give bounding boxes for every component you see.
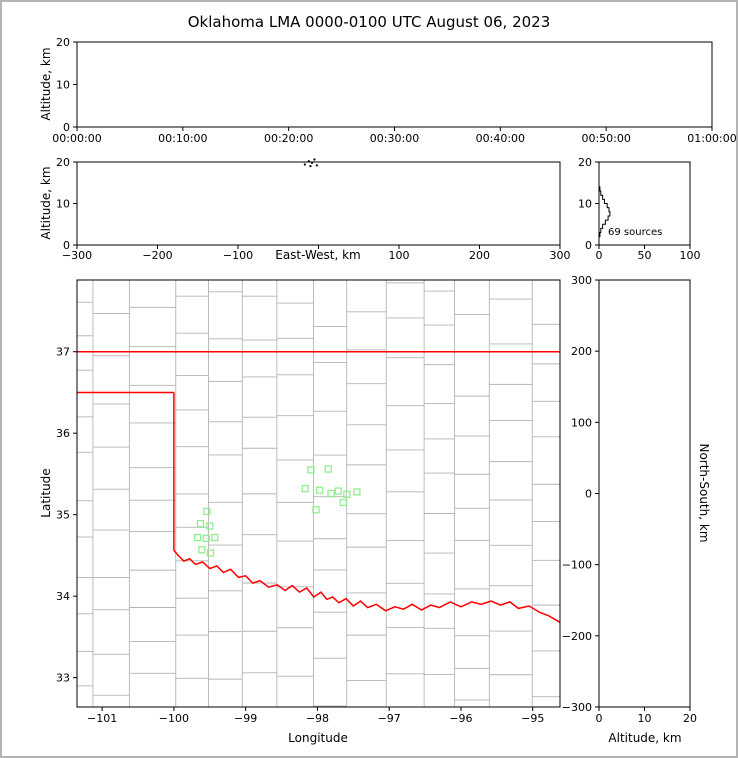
latitude-tick-label: 37	[56, 346, 70, 359]
altitude-tick-label: 0	[585, 239, 592, 252]
altitude-tick-label: 20	[683, 712, 697, 725]
ew-panel-ylabel: Altitude, km	[39, 166, 53, 240]
latitude-tick-label: 35	[56, 509, 70, 522]
count-tick-label: 0	[596, 249, 603, 262]
time-tick-label: 01:00:00	[687, 132, 736, 145]
altitude-tick-label: 10	[638, 712, 652, 725]
map-source-marker	[324, 465, 332, 473]
longitude-tick-label: −100	[159, 712, 189, 725]
map-source-marker	[206, 549, 215, 557]
ew-tick-label: 300	[550, 249, 571, 262]
map-source-marker	[343, 490, 351, 498]
map-source-marker	[353, 488, 361, 496]
time-tick-label: 00:20:00	[264, 132, 313, 145]
longitude-tick-label: −95	[521, 712, 544, 725]
altitude-tick-label: 10	[578, 198, 592, 211]
map-source-marker	[211, 533, 219, 542]
ns-tick-label: −100	[562, 559, 592, 572]
map-source-marker	[339, 498, 347, 507]
ns-panel-ylabel: North-South, km	[697, 443, 711, 543]
ns-tick-label: 100	[571, 416, 592, 429]
map-source-marker	[206, 522, 214, 530]
source-dot	[303, 163, 306, 166]
map-panel-frame	[76, 279, 561, 708]
altitude-tick-label: 0	[596, 712, 603, 725]
ew-tick-label: 200	[469, 249, 490, 262]
map-source-marker	[307, 466, 315, 474]
altitude-tick-label: 20	[56, 156, 70, 169]
altitude-tick-label: 10	[56, 79, 70, 92]
ns-panel-xlabel: Altitude, km	[608, 731, 682, 745]
altitude-tick-label: 0	[63, 121, 70, 134]
source-count-label: 69 sources	[608, 227, 663, 238]
ns-tick-label: −200	[562, 630, 592, 643]
longitude-tick-label: −99	[234, 712, 257, 725]
ew-panel-frame	[76, 161, 561, 246]
map-source-marker	[334, 487, 342, 495]
latitude-tick-label: 36	[56, 427, 70, 440]
count-tick-label: 100	[680, 249, 701, 262]
state-border-red-river	[173, 550, 561, 623]
map-source-marker	[198, 546, 206, 554]
map-source-marker	[315, 486, 324, 494]
map-ylabel: Latitude	[39, 468, 53, 518]
map-source-marker	[203, 507, 211, 516]
time-tick-label: 00:50:00	[581, 132, 630, 145]
time-tick-label: 00:30:00	[370, 132, 419, 145]
time-tick-label: 00:10:00	[158, 132, 207, 145]
map-source-marker	[312, 506, 320, 514]
source-dot	[309, 165, 312, 168]
ns-panel-frame	[598, 279, 691, 708]
longitude-tick-label: −101	[87, 712, 117, 725]
map-source-marker	[301, 484, 309, 493]
ns-tick-label: 0	[585, 488, 592, 501]
map-source-marker	[202, 534, 210, 542]
altitude-tick-label: 10	[56, 198, 70, 211]
ew-tick-label: 100	[389, 249, 410, 262]
ns-tick-label: 200	[571, 345, 592, 358]
histogram-panel-frame	[598, 161, 691, 246]
ew-panel-xlabel: East-West, km	[275, 248, 361, 262]
altitude-tick-label: 20	[578, 156, 592, 169]
map-source-marker	[196, 520, 205, 528]
ns-tick-label: 300	[571, 274, 592, 287]
altitude-tick-label: 20	[56, 36, 70, 49]
ew-tick-label: −200	[142, 249, 172, 262]
count-tick-label: 50	[638, 249, 652, 262]
time-tick-label: 00:00:00	[52, 132, 101, 145]
longitude-tick-label: −98	[306, 712, 329, 725]
time-panel-frame	[76, 41, 713, 128]
ew-tick-label: −300	[62, 249, 92, 262]
figure-title: Oklahoma LMA 0000-0100 UTC August 06, 20…	[187, 13, 551, 31]
altitude-tick-label: 0	[63, 239, 70, 252]
source-dot	[315, 164, 318, 167]
map-xlabel: Longitude	[288, 731, 348, 745]
source-dot	[313, 158, 316, 161]
time-tick-label: 00:40:00	[476, 132, 525, 145]
latitude-tick-label: 34	[56, 590, 70, 603]
latitude-tick-label: 33	[56, 672, 70, 685]
map-source-marker	[193, 533, 202, 542]
longitude-tick-label: −96	[449, 712, 472, 725]
longitude-tick-label: −97	[378, 712, 401, 725]
ns-tick-label: −300	[562, 701, 592, 714]
map-source-marker	[327, 489, 335, 498]
ew-tick-label: −100	[223, 249, 253, 262]
